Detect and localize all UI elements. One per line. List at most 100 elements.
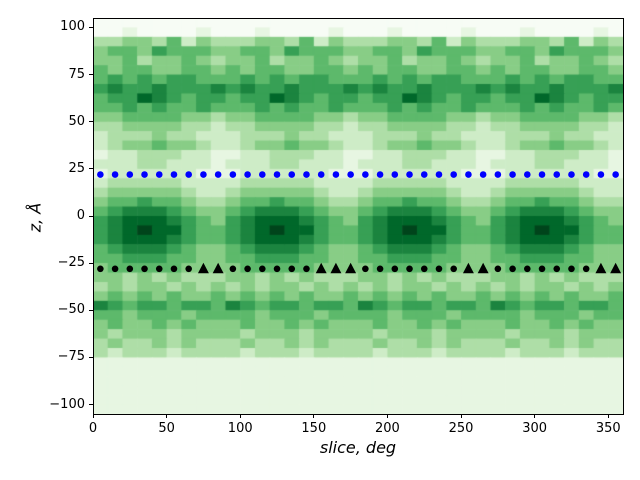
black-dot-marker [524, 265, 531, 273]
black-dot-marker [288, 265, 296, 273]
blue-dot-marker [479, 171, 487, 178]
blue-dot-marker [347, 171, 354, 178]
black-dot-marker [553, 265, 561, 273]
y-axis-label: z, Å [25, 202, 45, 233]
x-tick-label: 50 [158, 421, 175, 436]
y-tick-label: −75 [57, 349, 85, 365]
x-tick-mark [313, 414, 315, 418]
black-triangle-marker [197, 262, 209, 274]
blue-dot-marker [273, 171, 281, 178]
y-tick-label: 50 [68, 113, 85, 129]
blue-dot-marker [141, 171, 148, 178]
x-tick-label: 150 [301, 421, 327, 436]
black-dot-marker [259, 265, 266, 273]
y-tick-label: 0 [76, 208, 85, 223]
black-dot-marker [170, 265, 178, 273]
black-dot-marker [435, 265, 443, 273]
black-triangle-marker [610, 262, 622, 274]
black-triangle-marker [462, 262, 474, 274]
y-tick-label: −25 [57, 255, 85, 271]
blue-dot-marker [465, 171, 472, 178]
black-dot-marker [126, 265, 134, 273]
blue-dot-marker [126, 171, 134, 178]
y-tick-mark [89, 404, 93, 406]
y-tick-mark [89, 26, 93, 28]
y-tick-label: −100 [49, 396, 85, 412]
blue-dot-marker [376, 171, 384, 178]
plot-area [93, 18, 623, 414]
blue-dot-marker [288, 171, 296, 178]
blue-dot-marker [524, 171, 531, 178]
blue-dot-marker [155, 171, 163, 178]
blue-dot-marker [303, 171, 310, 178]
blue-dot-marker [362, 171, 369, 178]
blue-dot-marker [582, 171, 590, 178]
black-triangle-marker [330, 262, 342, 274]
black-dot-marker [391, 265, 399, 273]
y-tick-mark [89, 309, 93, 311]
blue-dot-marker [435, 171, 443, 178]
black-dot-marker [185, 265, 192, 273]
marker-overlay-layer [97, 171, 622, 274]
y-tick-mark [89, 215, 93, 217]
x-tick-mark [239, 414, 241, 418]
y-tick-mark [89, 74, 93, 76]
black-dot-marker [494, 265, 502, 273]
blue-dot-marker [612, 171, 619, 178]
black-dot-marker [582, 265, 590, 273]
x-tick-mark [166, 414, 168, 418]
x-tick-label: 100 [227, 421, 253, 436]
black-triangle-marker [345, 262, 357, 274]
blue-dot-marker [200, 171, 207, 178]
x-tick-mark [386, 414, 388, 418]
blue-dot-marker [170, 171, 178, 178]
black-triangle-marker [477, 262, 489, 274]
black-dot-marker [97, 265, 104, 273]
x-tick-mark [92, 414, 94, 418]
blue-dot-marker [185, 171, 192, 178]
x-axis-label: slice, deg [319, 438, 397, 457]
blue-dot-marker [229, 171, 237, 178]
blue-dot-marker [494, 171, 502, 178]
black-dot-marker [303, 265, 310, 273]
blue-dot-marker [244, 171, 251, 178]
blue-dot-marker [509, 171, 516, 178]
blue-dot-marker [597, 171, 605, 178]
blue-dot-marker [391, 171, 399, 178]
x-tick-label: 350 [595, 421, 621, 436]
blue-dot-marker [97, 171, 104, 178]
x-tick-mark [607, 414, 609, 418]
black-dot-marker [155, 265, 163, 273]
blue-dot-marker [420, 171, 428, 178]
heatmap-canvas [93, 18, 623, 414]
black-dot-marker [111, 265, 119, 273]
blue-dot-marker [406, 171, 413, 178]
black-dot-marker [362, 265, 369, 273]
blue-dot-marker [450, 171, 457, 178]
y-tick-mark [89, 262, 93, 264]
black-dot-marker [229, 265, 237, 273]
black-dot-marker [273, 265, 281, 273]
black-triangle-marker [315, 262, 327, 274]
blue-dot-marker [568, 171, 575, 178]
x-tick-label: 250 [448, 421, 474, 436]
black-dot-marker [376, 265, 384, 273]
black-dot-marker [420, 265, 428, 273]
y-tick-mark [89, 168, 93, 170]
black-dot-marker [406, 265, 413, 273]
blue-dot-marker [538, 171, 546, 178]
black-triangle-marker [212, 262, 224, 274]
x-tick-label: 300 [522, 421, 548, 436]
y-tick-label: −50 [57, 302, 85, 318]
x-tick-mark [534, 414, 536, 418]
y-tick-mark [89, 356, 93, 358]
x-tick-mark [460, 414, 462, 418]
blue-dot-marker [259, 171, 266, 178]
blue-dot-marker [332, 171, 340, 178]
black-dot-marker [568, 265, 575, 273]
x-tick-label: 200 [375, 421, 400, 436]
black-triangle-marker [595, 262, 607, 274]
blue-dot-marker [317, 171, 325, 178]
black-dot-marker [538, 265, 546, 273]
